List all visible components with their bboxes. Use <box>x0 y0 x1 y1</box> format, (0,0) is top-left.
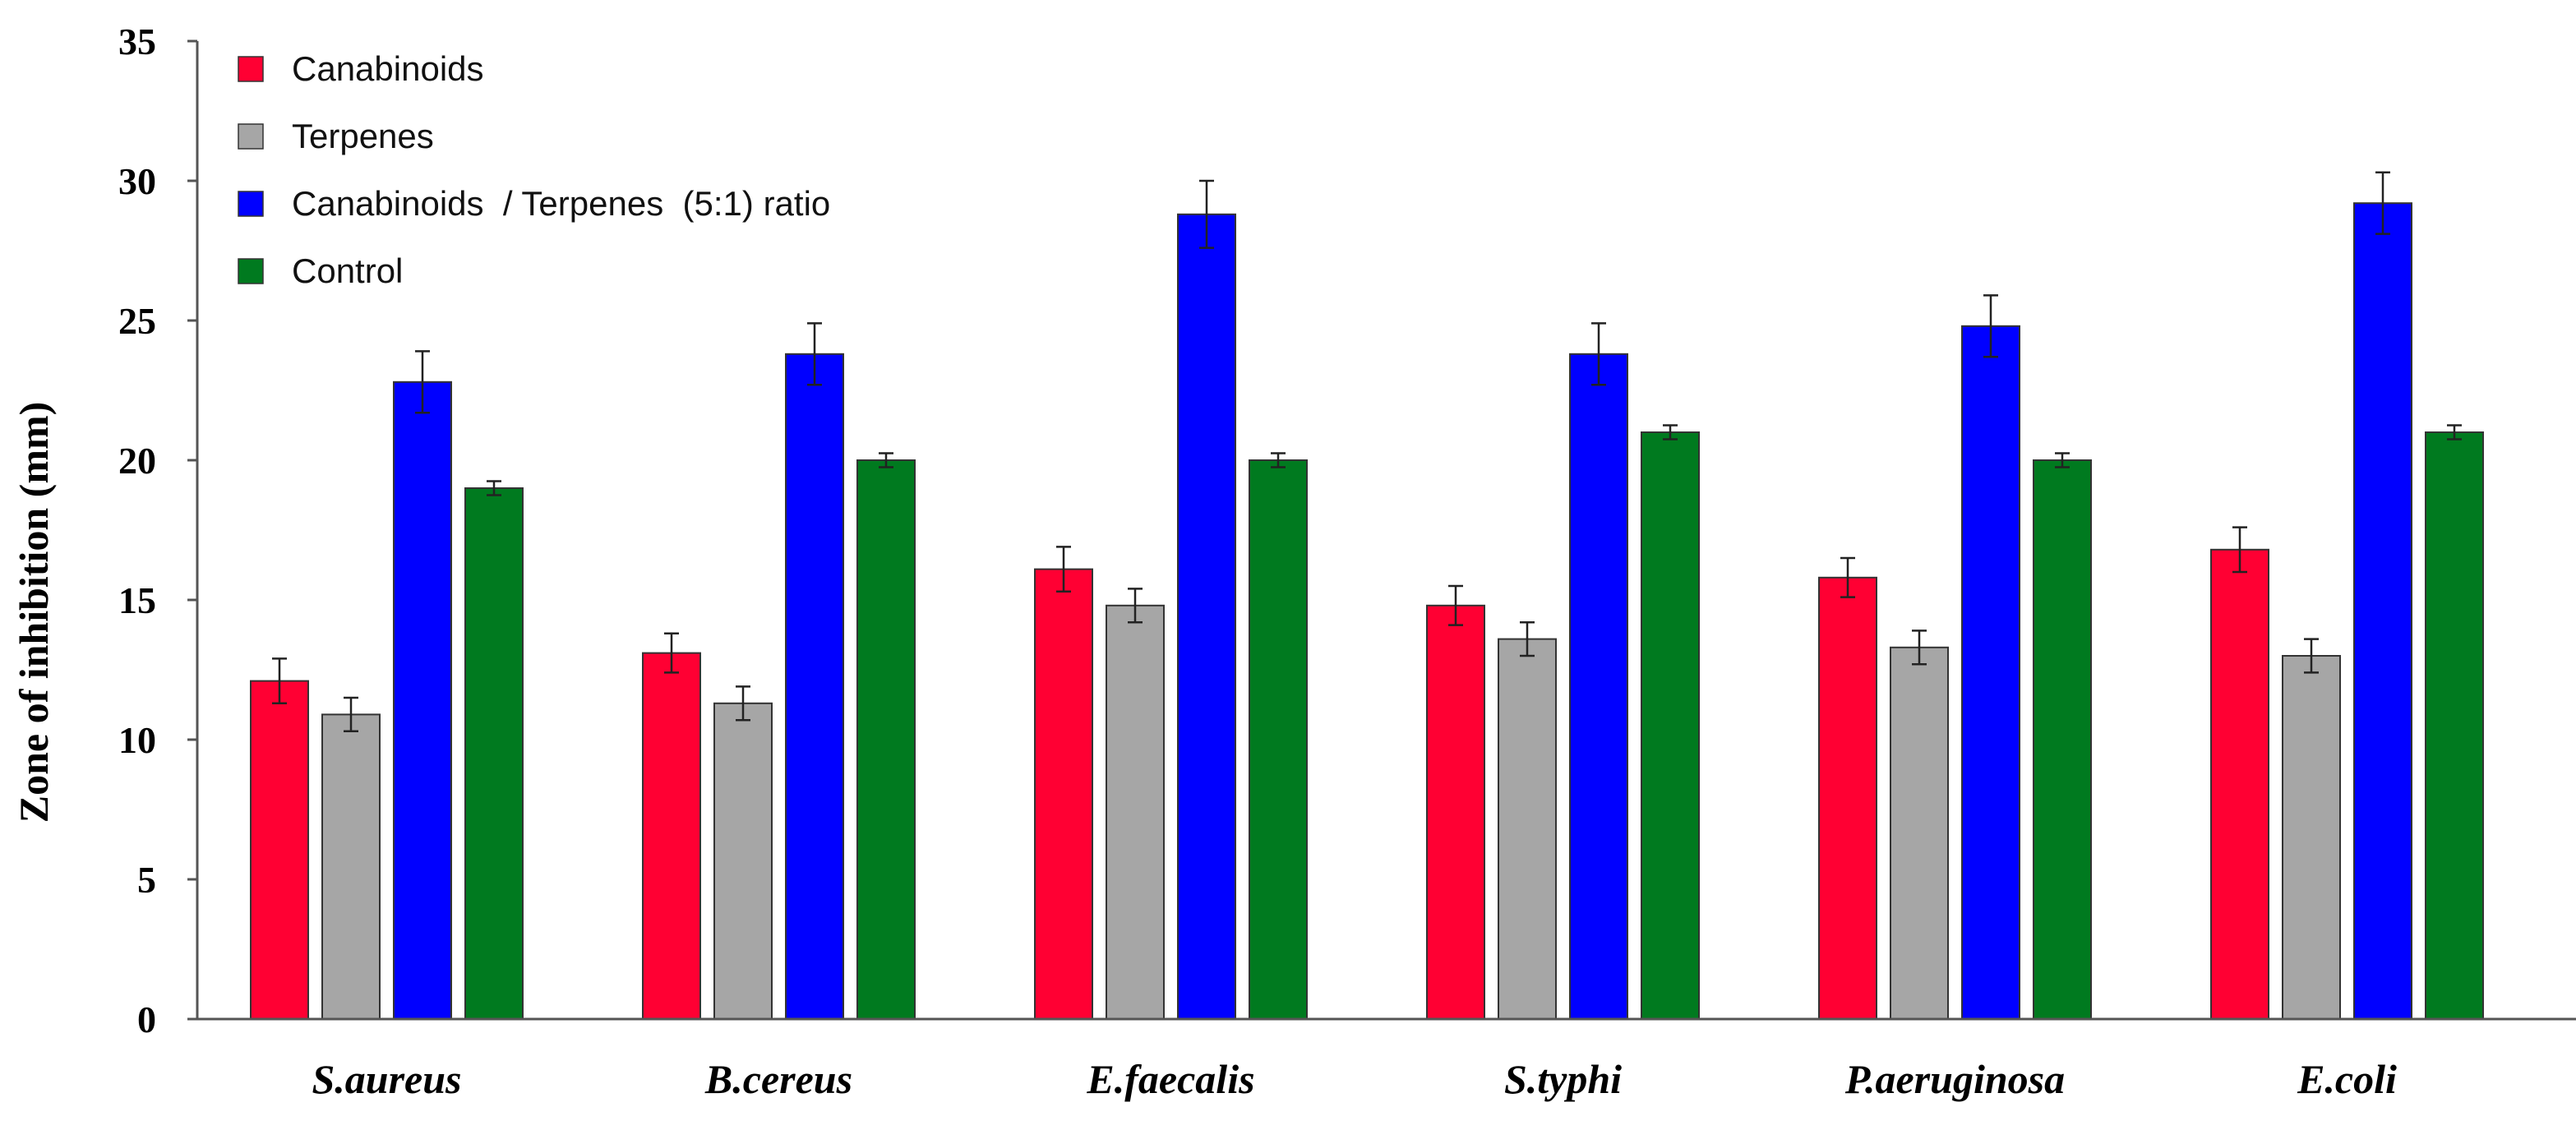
bar-paeruginosa-0 <box>1818 576 1877 1020</box>
y-tick-label: 25 <box>118 300 156 342</box>
bar-efaecalis-1 <box>1106 604 1165 1020</box>
y-axis-title: Zone of inhibition (mm) <box>11 402 57 823</box>
bar-saureus-3 <box>464 487 524 1020</box>
bar-paeruginosa-2 <box>1961 325 2020 1020</box>
axes-layer <box>196 41 2576 1021</box>
bar-efaecalis-2 <box>1177 213 1236 1020</box>
x-category-label: E.coli <box>2297 1056 2397 1102</box>
bar-paeruginosa-1 <box>1890 646 1949 1020</box>
legend: Canabinoids Terpenes Canabinoids / Terpene… <box>238 49 830 290</box>
x-category-label: E.faecalis <box>1086 1056 1254 1102</box>
y-tick-label: 30 <box>118 160 156 202</box>
y-axis-ticks: 0 5 10 15 20 25 30 35 <box>118 21 197 1040</box>
y-tick-label: 0 <box>137 999 156 1040</box>
bar-bcereus-1 <box>713 702 773 1020</box>
legend-swatch <box>238 123 264 150</box>
legend-label: Control <box>292 251 403 290</box>
bar-ecoli-3 <box>2425 431 2484 1020</box>
bar-paeruginosa-3 <box>2033 459 2092 1020</box>
bar-bcereus-3 <box>856 459 916 1020</box>
bar-ecoli-2 <box>2353 202 2412 1020</box>
x-category-label: P.aeruginosa <box>1844 1056 2065 1102</box>
bar-bcereus-0 <box>642 652 701 1020</box>
y-tick-label: 5 <box>137 859 156 901</box>
legend-swatch <box>238 191 264 217</box>
x-axis-labels: S.aureus B.cereus E.faecalis S.typhi P.aerug… <box>312 1056 2397 1102</box>
x-category-label: S.typhi <box>1504 1056 1622 1102</box>
bar-styphi-1 <box>1498 638 1557 1020</box>
bar-saureus-0 <box>250 680 309 1020</box>
legend-label: Canabinoids / Terpenes (5:1) ratio <box>292 184 830 223</box>
bar-styphi-3 <box>1641 431 1700 1020</box>
bar-efaecalis-0 <box>1034 568 1093 1020</box>
bar-efaecalis-3 <box>1249 459 1308 1020</box>
bars-layer <box>250 171 2484 1021</box>
bar-saureus-2 <box>393 381 452 1020</box>
y-tick-label: 10 <box>118 719 156 761</box>
legend-label: Canabinoids <box>292 49 484 88</box>
bar-bcereus-2 <box>785 353 844 1020</box>
y-tick-label: 15 <box>118 579 156 621</box>
x-category-label: S.aureus <box>312 1056 461 1102</box>
legend-label: Terpenes <box>292 117 434 155</box>
y-tick-label: 35 <box>118 21 156 62</box>
x-category-label: B.cereus <box>704 1056 852 1102</box>
y-tick-label: 20 <box>118 440 156 482</box>
legend-swatch <box>238 56 264 82</box>
bar-styphi-0 <box>1426 604 1485 1020</box>
bar-ecoli-1 <box>2282 655 2341 1020</box>
bar-ecoli-0 <box>2210 548 2269 1020</box>
legend-swatch <box>238 258 264 284</box>
bar-saureus-1 <box>321 713 381 1021</box>
bar-styphi-2 <box>1569 353 1628 1020</box>
